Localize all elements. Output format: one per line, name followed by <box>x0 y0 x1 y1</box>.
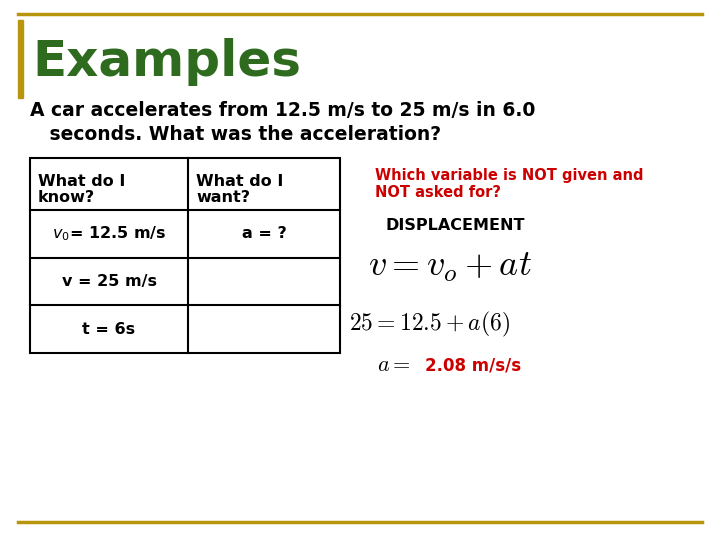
Text: Examples: Examples <box>32 38 301 86</box>
Text: $v_0$= 12.5 m/s: $v_0$= 12.5 m/s <box>52 225 166 243</box>
Text: What do I: What do I <box>38 174 125 189</box>
Text: v = 25 m/s: v = 25 m/s <box>61 274 156 289</box>
Text: $a = $: $a = $ <box>377 355 410 375</box>
Text: want?: want? <box>196 190 250 205</box>
Text: A car accelerates from 12.5 m/s to 25 m/s in 6.0: A car accelerates from 12.5 m/s to 25 m/… <box>30 100 536 119</box>
Text: 2.08 m/s/s: 2.08 m/s/s <box>425 357 521 375</box>
Text: What do I: What do I <box>196 174 284 189</box>
Bar <box>30 158 340 353</box>
Bar <box>18 20 23 98</box>
Text: know?: know? <box>38 190 95 205</box>
Text: $v = v_o + at$: $v = v_o + at$ <box>368 250 532 284</box>
Text: $25 = 12.5 + a(6)$: $25 = 12.5 + a(6)$ <box>349 310 510 339</box>
Text: NOT asked for?: NOT asked for? <box>375 185 501 200</box>
Text: DISPLACEMENT: DISPLACEMENT <box>385 218 525 233</box>
Text: Which variable is NOT given and: Which variable is NOT given and <box>375 168 644 183</box>
Text: a = ?: a = ? <box>242 226 287 241</box>
Text: seconds. What was the acceleration?: seconds. What was the acceleration? <box>30 125 441 145</box>
Text: t = 6s: t = 6s <box>83 322 135 336</box>
